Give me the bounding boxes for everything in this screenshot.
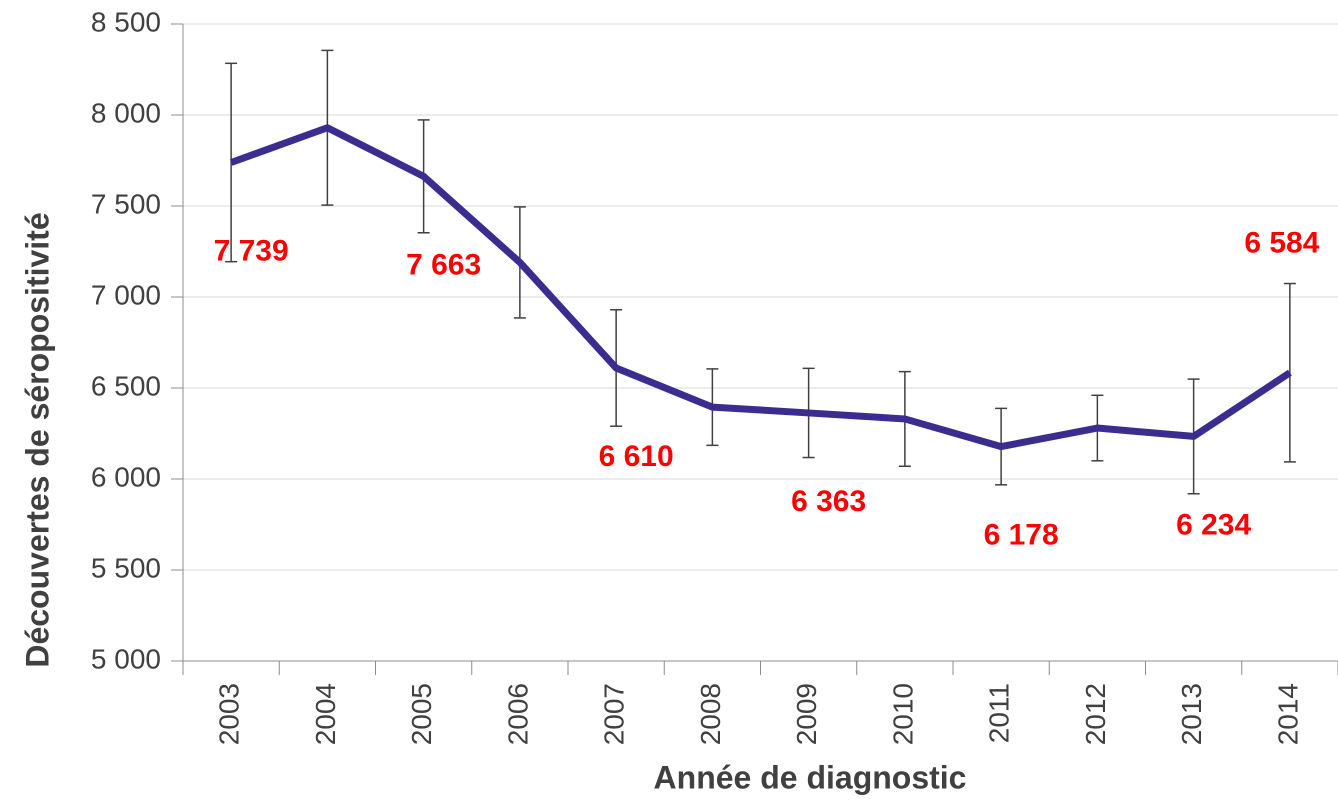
x-tick-label: 2004: [310, 683, 341, 745]
x-tick-label: 2010: [887, 683, 918, 745]
x-tick-label: 2014: [1272, 683, 1303, 745]
value-label: 6 178: [984, 519, 1059, 552]
value-label: 6 363: [791, 485, 866, 518]
x-tick-label: 2005: [406, 683, 437, 745]
value-label: 7 739: [214, 234, 289, 267]
x-tick-label: 2008: [695, 683, 726, 745]
y-tick-label: 5 500: [91, 552, 161, 583]
x-tick-label: 2011: [984, 683, 1015, 743]
y-tick-label: 6 500: [91, 370, 161, 401]
x-axis-title: Année de diagnostic: [654, 759, 967, 795]
data-line: [229, 124, 1292, 451]
value-label: 6 234: [1176, 508, 1251, 541]
value-label: 6 584: [1244, 227, 1319, 260]
y-tick-label: 7 500: [91, 188, 161, 219]
x-tick-label: 2003: [214, 683, 245, 745]
x-tick-label: 2013: [1176, 683, 1207, 745]
x-tick-label: 2012: [1080, 683, 1111, 745]
x-tick-label: 2006: [502, 683, 533, 745]
y-axis-title: Découvertes de séropositivité: [19, 212, 55, 667]
y-tick-label: 8 000: [91, 97, 161, 128]
y-tick-label: 8 500: [91, 6, 161, 37]
value-label: 7 663: [406, 248, 481, 281]
y-tick-label: 6 000: [91, 461, 161, 492]
y-tick-label: 7 000: [91, 279, 161, 310]
x-tick-label: 2009: [791, 683, 822, 745]
x-tick-label: 2007: [599, 683, 630, 745]
value-label: 6 610: [599, 440, 674, 473]
y-tick-label: 5 000: [91, 643, 161, 674]
